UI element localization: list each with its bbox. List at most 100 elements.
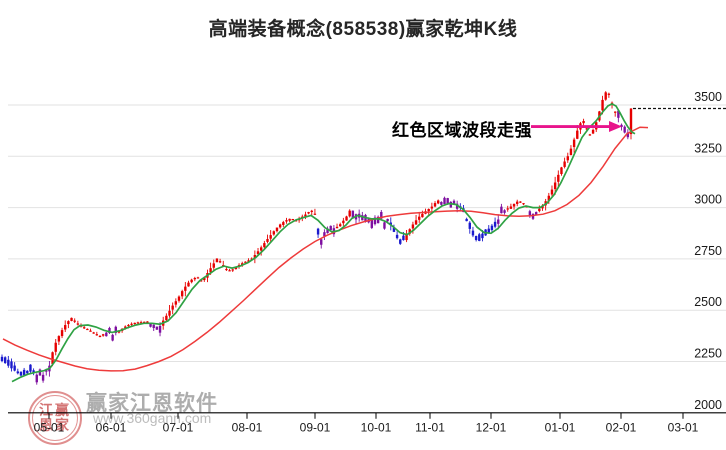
candle-body: [152, 324, 155, 328]
y-axis-label: 2000: [694, 398, 722, 412]
candle-body: [443, 197, 446, 205]
candle-body: [316, 228, 320, 235]
candle-body: [411, 224, 415, 229]
candle-body: [127, 324, 130, 327]
candle-body: [203, 277, 206, 281]
candle-body: [370, 219, 374, 228]
x-axis-label: 01-01: [545, 420, 576, 434]
candle-body: [471, 230, 475, 236]
candle-body: [452, 200, 456, 205]
candle-body: [108, 327, 111, 334]
candle-body: [342, 220, 345, 224]
candle-body: [256, 251, 260, 255]
candle-body: [313, 213, 317, 215]
candle-body: [209, 268, 212, 273]
candle-body: [275, 227, 279, 232]
candle-body: [500, 206, 503, 214]
candle-body: [629, 108, 633, 135]
candle-body: [114, 326, 117, 333]
candle-body: [364, 214, 367, 223]
candle-body: [0, 356, 4, 362]
candle-body: [98, 335, 102, 338]
candle-body: [143, 321, 146, 323]
candle-body: [516, 201, 519, 204]
candle-body: [92, 332, 95, 334]
candle-body: [212, 263, 215, 268]
candle-body: [105, 332, 108, 337]
candle-body: [547, 195, 551, 201]
candle-body: [326, 228, 329, 234]
candle-body: [576, 130, 579, 139]
candle-body: [190, 279, 193, 283]
x-axis-label: 08-01: [232, 420, 263, 434]
candle-body: [187, 282, 190, 287]
candle-body: [512, 203, 516, 207]
candle-body: [158, 325, 162, 333]
annotation-arrow-head: [609, 121, 622, 133]
candle-body: [389, 222, 392, 225]
candle-body: [307, 212, 310, 214]
x-axis-label: 07-01: [163, 420, 194, 434]
x-axis-label: 02-01: [606, 420, 637, 434]
candle-body: [241, 263, 244, 266]
candle-body: [481, 233, 484, 239]
candle-body: [7, 359, 10, 366]
candle-body: [421, 213, 424, 218]
candle-body: [32, 370, 35, 374]
candle-body: [174, 301, 178, 305]
candle-body: [269, 235, 272, 239]
candle-body: [408, 229, 411, 234]
ma-fast-line: [11, 103, 636, 383]
candle-body: [617, 110, 620, 118]
candle-body: [310, 210, 313, 212]
candle-body: [171, 305, 174, 310]
y-axis-label: 3250: [694, 141, 722, 155]
y-axis-label: 2750: [694, 244, 722, 258]
candle-body: [149, 322, 152, 327]
candle-body: [82, 327, 86, 329]
candle-body: [231, 269, 234, 271]
x-axis-label: 10-01: [361, 420, 392, 434]
candle-body: [361, 215, 364, 221]
candle-body: [487, 228, 490, 233]
candle-body: [168, 310, 171, 316]
candle-body: [225, 268, 228, 271]
candle-body: [70, 317, 73, 321]
x-axis-label: 11-01: [415, 420, 445, 434]
ma-slow-line: [2, 126, 649, 372]
candle-body: [180, 291, 184, 297]
candle-body: [111, 334, 114, 341]
candle-body: [427, 209, 430, 212]
candle-body: [414, 220, 418, 225]
candle-body: [136, 322, 140, 324]
candle-body: [294, 220, 298, 222]
candle-body: [550, 189, 554, 195]
candle-body: [54, 342, 57, 352]
candle-body: [604, 92, 607, 100]
candle-body: [490, 225, 494, 231]
candle-body: [177, 296, 181, 301]
candle-body: [405, 234, 408, 241]
candle-body: [339, 224, 342, 227]
candle-body: [218, 261, 222, 263]
candle-body: [626, 132, 630, 138]
candle-body: [199, 280, 203, 282]
candle-body: [538, 208, 541, 212]
candle-body: [620, 124, 623, 128]
candle-body: [348, 210, 351, 217]
candle-body: [228, 270, 231, 272]
candle-body: [478, 234, 481, 241]
candle-body: [101, 334, 105, 336]
candle-body: [196, 277, 200, 279]
wave-strength-annotation[interactable]: 红色区域波段走强: [392, 121, 532, 140]
page-title: 高端装备概念(858538)赢家乾坤K线: [208, 19, 518, 40]
candle-body: [86, 328, 89, 331]
candle-body: [10, 361, 13, 369]
y-axis-label: 3000: [694, 193, 722, 207]
candle-body: [566, 156, 569, 161]
candle-body: [329, 225, 332, 231]
candle-body: [155, 326, 159, 330]
candle-body: [509, 206, 513, 209]
x-axis-label: 03-01: [668, 420, 699, 434]
